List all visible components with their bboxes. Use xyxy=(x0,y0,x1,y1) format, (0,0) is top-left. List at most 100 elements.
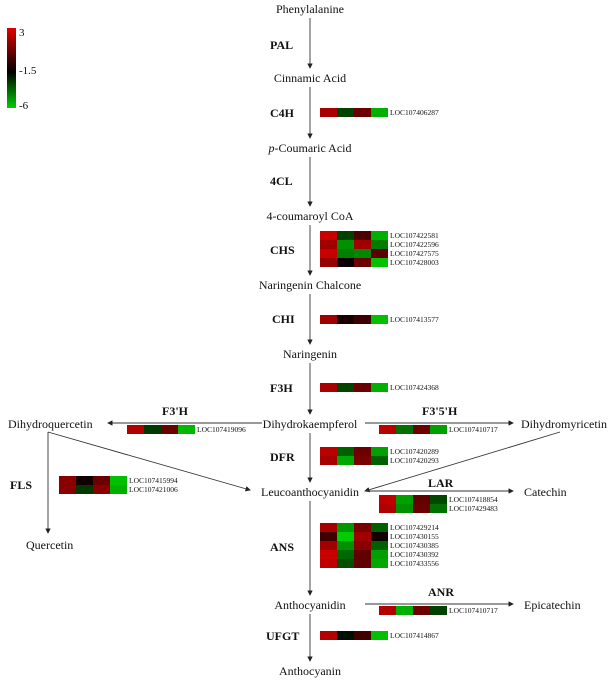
heatmap-cell xyxy=(371,315,388,324)
heatmap-row: LOC107419096 xyxy=(127,425,246,434)
heatmap-cell xyxy=(413,425,430,434)
heatmap-cell xyxy=(76,485,93,494)
gene-label: LOC107410717 xyxy=(449,606,498,615)
heatmap-cell xyxy=(337,631,354,640)
heatmap-cell xyxy=(396,425,413,434)
gene-label: LOC107420293 xyxy=(390,456,439,465)
heatmap-cell xyxy=(337,231,354,240)
gene-label: LOC107419096 xyxy=(197,425,246,434)
gene-label: LOC107429483 xyxy=(449,504,498,513)
heatmap-cell xyxy=(354,559,371,568)
gene-label: LOC107433556 xyxy=(390,559,439,568)
heatmap-row: LOC107433556 xyxy=(320,559,439,568)
heatmap-cell xyxy=(59,476,76,485)
heatmap-cell xyxy=(337,315,354,324)
heatmap-cell xyxy=(320,532,337,541)
gene-label: LOC107418854 xyxy=(449,495,498,504)
gene-label: LOC107420289 xyxy=(390,447,439,456)
compound-epicatechin: Epicatechin xyxy=(524,598,581,612)
enzyme-chi: CHI xyxy=(272,312,295,326)
gene-label: LOC107430385 xyxy=(390,541,439,550)
heatmap-cell xyxy=(413,504,430,513)
heatmap-cell xyxy=(354,315,371,324)
heatmap-cell xyxy=(354,523,371,532)
heatmap-cell xyxy=(371,240,388,249)
heatmap-f35h: LOC107410717 xyxy=(379,425,498,434)
legend-gradient xyxy=(7,28,16,108)
heatmap-cell xyxy=(371,631,388,640)
heatmap-cell xyxy=(413,606,430,615)
heatmap-cell xyxy=(354,249,371,258)
gene-label: LOC107421006 xyxy=(129,485,178,494)
heatmap-cell xyxy=(337,447,354,456)
heatmap-f3ph: LOC107419096 xyxy=(127,425,246,434)
heatmap-ans: LOC107429214 LOC107430155 LOC107430385 LOC1… xyxy=(320,523,439,568)
heatmap-fls: LOC107415994 LOC107421006 xyxy=(59,476,178,494)
heatmap-cell xyxy=(354,456,371,465)
gene-label: LOC107430155 xyxy=(390,532,439,541)
heatmap-cell xyxy=(371,559,388,568)
compound-dihydrokaempferol: Dihydrokaempferol xyxy=(262,417,358,431)
heatmap-cell xyxy=(320,447,337,456)
heatmap-cell xyxy=(396,504,413,513)
heatmap-anr: LOC107410717 xyxy=(379,606,498,615)
heatmap-row: LOC107415994 xyxy=(59,476,178,485)
heatmap-cell xyxy=(337,559,354,568)
heatmap-row: LOC107420293 xyxy=(320,456,439,465)
heatmap-cell xyxy=(354,258,371,267)
heatmap-cell xyxy=(371,249,388,258)
heatmap-cell xyxy=(337,240,354,249)
heatmap-cell xyxy=(161,425,178,434)
heatmap-cell xyxy=(430,425,447,434)
legend-max: 3 xyxy=(19,27,25,39)
heatmap-cell xyxy=(379,425,396,434)
heatmap-cell xyxy=(371,447,388,456)
heatmap-cell xyxy=(59,485,76,494)
heatmap-lar: LOC107418854 LOC107429483 xyxy=(379,495,498,513)
heatmap-cell xyxy=(371,550,388,559)
heatmap-row: LOC107427575 xyxy=(320,249,439,258)
heatmap-cell xyxy=(371,231,388,240)
heatmap-cell xyxy=(76,476,93,485)
heatmap-cell xyxy=(413,495,430,504)
compound-catechin: Catechin xyxy=(524,485,567,499)
heatmap-cell xyxy=(337,383,354,392)
heatmap-cell xyxy=(354,532,371,541)
heatmap-cell xyxy=(379,495,396,504)
heatmap-cell xyxy=(320,249,337,258)
gene-label: LOC107415994 xyxy=(129,476,178,485)
heatmap-cell xyxy=(110,485,127,494)
gene-label: LOC107427575 xyxy=(390,249,439,258)
heatmap-cell xyxy=(337,456,354,465)
heatmap-cell xyxy=(337,523,354,532)
heatmap-cell xyxy=(320,231,337,240)
gene-label: LOC107422596 xyxy=(390,240,439,249)
compound-cinnamic-acid: Cinnamic Acid xyxy=(273,71,347,85)
heatmap-cell xyxy=(320,559,337,568)
heatmap-cell xyxy=(354,383,371,392)
compound-leucoanthocyanidin: Leucoanthocyanidin xyxy=(261,485,359,499)
heatmap-cell xyxy=(354,240,371,249)
heatmap-cell xyxy=(320,541,337,550)
heatmap-row: LOC107424368 xyxy=(320,383,439,392)
enzyme-chs: CHS xyxy=(270,243,295,257)
heatmap-cell xyxy=(337,249,354,258)
compound-quercetin: Quercetin xyxy=(26,538,74,552)
compound-phenylalanine: Phenylalanine xyxy=(276,2,344,16)
heatmap-cell xyxy=(127,425,144,434)
enzyme-ufgt: UFGT xyxy=(266,629,300,643)
heatmap-row: LOC107428003 xyxy=(320,258,439,267)
heatmap-cell xyxy=(93,485,110,494)
heatmap-cell xyxy=(337,550,354,559)
heatmap-row: LOC107429214 xyxy=(320,523,439,532)
heatmap-cell xyxy=(320,383,337,392)
gene-label: LOC107430392 xyxy=(390,550,439,559)
heatmap-cell xyxy=(320,631,337,640)
heatmap-cell xyxy=(396,495,413,504)
heatmap-f3h: LOC107424368 xyxy=(320,383,439,392)
enzyme-f35h: F3'5'H xyxy=(422,404,458,418)
heatmap-cell xyxy=(320,550,337,559)
heatmap-row: LOC107430385 xyxy=(320,541,439,550)
heatmap-cell xyxy=(371,108,388,117)
heatmap-c4h: LOC107406287 xyxy=(320,108,439,117)
